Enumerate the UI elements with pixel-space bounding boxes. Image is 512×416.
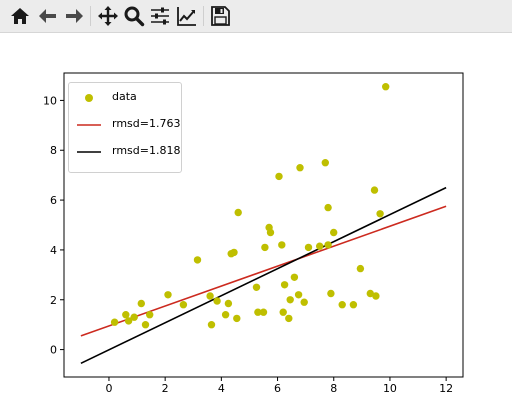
chart-legend: data rmsd=1.763 rmsd=1.818: [68, 82, 182, 173]
legend-item-data: data: [77, 88, 181, 108]
x-tick-label: 2: [162, 382, 169, 395]
data-point: [259, 308, 268, 316]
data-point: [338, 301, 346, 309]
data-point: [285, 314, 293, 323]
data-point: [278, 241, 286, 249]
magnifier-icon: [124, 6, 145, 27]
data-point: [300, 298, 308, 306]
data-point: [349, 301, 358, 309]
data-point: [372, 292, 380, 300]
data-point: [324, 203, 332, 212]
data-point: [294, 291, 303, 299]
figure-canvas[interactable]: 0 2 4 6 8 10 12 0 2 4 6 8 10 data rmsd=1.763 rmsd=1.…: [0, 33, 512, 416]
y-tick-label: 2: [50, 294, 57, 307]
legend-label: data: [112, 90, 137, 103]
data-point: [327, 289, 335, 298]
data-point: [164, 291, 172, 299]
data-point: [110, 318, 119, 326]
y-tick-label: 0: [50, 344, 57, 357]
data-point: [206, 292, 214, 300]
data-point: [141, 321, 150, 329]
toolbar-separator: [90, 6, 91, 26]
legend-line-icon: [77, 124, 101, 126]
home-button[interactable]: [8, 4, 32, 28]
y-tick-label: 10: [43, 94, 57, 107]
data-point: [321, 159, 329, 167]
data-point: [316, 242, 324, 250]
data-point: [330, 228, 338, 237]
legend-item-line1: rmsd=1.763: [77, 115, 181, 135]
fit-line: [80, 205, 447, 337]
data-point: [193, 256, 202, 264]
x-tick-label: 0: [105, 382, 112, 395]
data-point: [296, 164, 304, 172]
edit-axis-button[interactable]: [175, 4, 199, 28]
floppy-disk-icon: [211, 6, 230, 26]
data-point: [280, 281, 289, 289]
data-point: [207, 321, 216, 329]
data-point: [370, 186, 379, 194]
data-point: [266, 228, 275, 237]
legend-marker-icon: [85, 94, 93, 102]
data-point: [366, 289, 374, 298]
x-tick-label: 12: [439, 382, 453, 395]
data-point: [286, 296, 294, 304]
chart-area[interactable]: 0 2 4 6 8 10 12 0 2 4 6 8 10: [0, 33, 512, 416]
configure-subplots-button[interactable]: [148, 4, 172, 28]
legend-label: rmsd=1.763: [112, 117, 181, 130]
data-point: [252, 283, 261, 291]
toolbar-separator: [203, 6, 204, 26]
data-point: [324, 241, 332, 249]
fit-line: [80, 186, 447, 365]
data-point: [130, 313, 138, 321]
data-point: [279, 308, 287, 316]
data-point: [124, 317, 133, 325]
data-point: [137, 299, 145, 308]
data-point: [290, 273, 299, 281]
axes-frame: [63, 72, 464, 378]
data-point: [122, 311, 130, 319]
line-chart-icon: [177, 7, 196, 26]
save-button[interactable]: [208, 4, 232, 28]
home-icon: [11, 8, 29, 24]
data-point: [304, 243, 313, 252]
data-point: [233, 314, 241, 323]
x-tick-label: 6: [274, 382, 281, 395]
legend-label: rmsd=1.818: [112, 144, 181, 157]
arrow-left-icon: [39, 9, 56, 23]
arrow-right-icon: [66, 9, 83, 23]
navigation-toolbar: [0, 0, 512, 33]
y-tick-label: 8: [50, 144, 57, 157]
y-tick-label: 4: [50, 244, 57, 257]
data-point: [356, 264, 365, 273]
zoom-button[interactable]: [122, 4, 146, 28]
x-tick-label: 4: [218, 382, 225, 395]
data-point: [213, 297, 221, 305]
back-button[interactable]: [36, 4, 60, 28]
data-point: [234, 208, 242, 217]
data-point: [230, 248, 238, 257]
data-point: [382, 83, 390, 91]
data-point: [146, 311, 154, 319]
data-point: [376, 210, 384, 218]
legend-line-icon: [77, 151, 101, 153]
data-point: [261, 243, 269, 252]
x-tick-label: 10: [383, 382, 397, 395]
pan-button[interactable]: [96, 4, 120, 28]
x-tick-label: 8: [330, 382, 337, 395]
data-point: [254, 308, 262, 316]
data-point: [275, 172, 283, 181]
forward-button[interactable]: [62, 4, 86, 28]
legend-item-line2: rmsd=1.818: [77, 142, 181, 162]
move-icon: [98, 6, 118, 26]
data-point: [179, 301, 188, 309]
y-tick-label: 6: [50, 194, 57, 207]
sliders-icon: [151, 7, 169, 25]
data-point: [221, 311, 230, 319]
data-point: [224, 299, 233, 308]
